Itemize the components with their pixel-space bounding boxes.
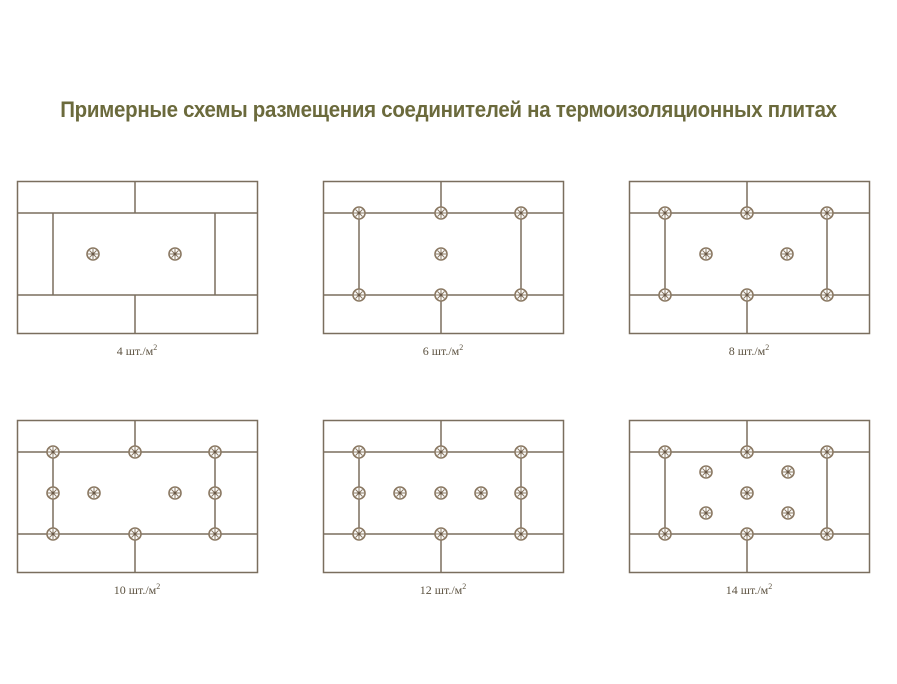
connector-icon	[86, 247, 100, 261]
connector-icon	[168, 247, 182, 261]
connector-icon	[740, 206, 754, 220]
scheme-panel: 8 шт./м2	[628, 180, 871, 358]
connector-icon	[820, 527, 834, 541]
connector-icon	[699, 465, 713, 479]
connector-icon	[128, 527, 142, 541]
scheme-panel: 12 шт./м2	[322, 419, 565, 597]
scheme-panel: 4 шт./м2	[16, 180, 259, 358]
scheme-label-sup: 2	[459, 343, 463, 352]
connector-icon	[352, 288, 366, 302]
scheme-label: 10 шт./м2	[114, 582, 161, 597]
scheme-label-text: 4 шт./м	[117, 344, 154, 358]
slab-outline	[322, 180, 565, 335]
connector-icon	[208, 486, 222, 500]
connector-icon	[352, 527, 366, 541]
connector-icon	[514, 206, 528, 220]
connector-icon	[352, 206, 366, 220]
connector-icon	[699, 506, 713, 520]
connector-icon	[514, 445, 528, 459]
connector-icon	[658, 527, 672, 541]
connector-icon	[352, 445, 366, 459]
scheme-label-sup: 2	[765, 343, 769, 352]
scheme-label-text: 12 шт./м	[420, 583, 463, 597]
slab-outline	[628, 180, 871, 335]
connector-icon	[514, 486, 528, 500]
connector-icon	[208, 445, 222, 459]
connector-icon	[474, 486, 488, 500]
scheme-label-text: 6 шт./м	[423, 344, 460, 358]
scheme-label-sup: 2	[153, 343, 157, 352]
slab-outline	[322, 419, 565, 574]
scheme-label-text: 8 шт./м	[729, 344, 766, 358]
scheme-label: 8 шт./м2	[729, 343, 770, 358]
slab-outline	[16, 419, 259, 574]
scheme-label-text: 14 шт./м	[726, 583, 769, 597]
connector-icon	[780, 247, 794, 261]
connector-icon	[434, 527, 448, 541]
connector-icon	[87, 486, 101, 500]
connector-icon	[781, 506, 795, 520]
connector-icon	[46, 445, 60, 459]
connector-icon	[514, 288, 528, 302]
connector-icon	[434, 288, 448, 302]
scheme-label: 14 шт./м2	[726, 582, 773, 597]
connector-icon	[168, 486, 182, 500]
connector-icon	[434, 445, 448, 459]
connector-icon	[46, 486, 60, 500]
connector-icon	[699, 247, 713, 261]
scheme-label-sup: 2	[156, 582, 160, 591]
scheme-label: 12 шт./м2	[420, 582, 467, 597]
connector-icon	[128, 445, 142, 459]
scheme-panel: 10 шт./м2	[16, 419, 259, 597]
scheme-label: 6 шт./м2	[423, 343, 464, 358]
connector-icon	[740, 486, 754, 500]
connector-icon	[740, 288, 754, 302]
connector-icon	[658, 288, 672, 302]
connector-icon	[740, 445, 754, 459]
scheme-label-sup: 2	[768, 582, 772, 591]
connector-icon	[658, 445, 672, 459]
scheme-panel: 6 шт./м2	[322, 180, 565, 358]
connector-icon	[658, 206, 672, 220]
scheme-panel: 14 шт./м2	[628, 419, 871, 597]
scheme-label-sup: 2	[462, 582, 466, 591]
connector-icon	[434, 247, 448, 261]
scheme-label-text: 10 шт./м	[114, 583, 157, 597]
slab-outline	[16, 180, 259, 335]
connector-icon	[393, 486, 407, 500]
slab-outline	[628, 419, 871, 574]
connector-icon	[514, 527, 528, 541]
connector-icon	[781, 465, 795, 479]
connector-icon	[434, 206, 448, 220]
connector-icon	[820, 445, 834, 459]
connector-icon	[740, 527, 754, 541]
connector-icon	[208, 527, 222, 541]
scheme-label: 4 шт./м2	[117, 343, 158, 358]
connector-icon	[820, 288, 834, 302]
connector-icon	[434, 486, 448, 500]
page-title: Примерные схемы размещения соединителей …	[60, 97, 837, 122]
connector-icon	[820, 206, 834, 220]
connector-icon	[46, 527, 60, 541]
connector-icon	[352, 486, 366, 500]
